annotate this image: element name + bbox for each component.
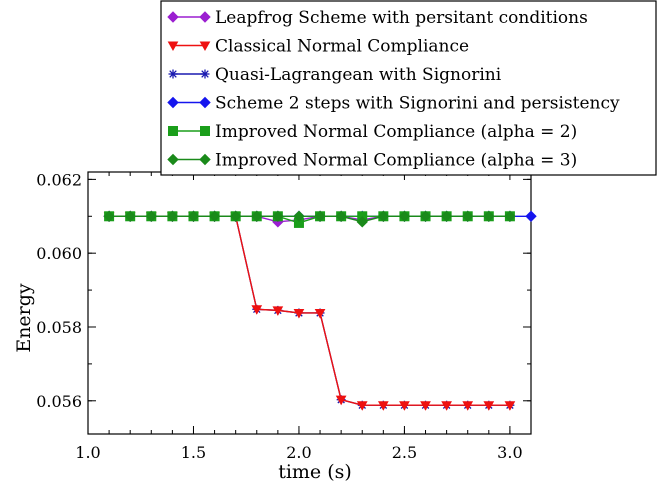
data-point <box>441 401 452 411</box>
data-point <box>293 210 305 222</box>
series-layer <box>103 210 537 411</box>
legend-marker <box>200 126 210 136</box>
data-point <box>335 210 347 222</box>
data-point <box>525 210 537 222</box>
legend-entry: Improved Normal Compliance (alpha = 3) <box>167 151 577 171</box>
legend-marker <box>167 96 179 109</box>
series-6 <box>103 210 516 228</box>
series-3 <box>104 211 515 410</box>
star-stroke <box>201 70 209 78</box>
axes: 1.0 1.5 2.0 2.5 3.0 0.056 0.058 0.060 0.062 <box>36 170 532 462</box>
x-tick-label: 2.0 <box>286 443 311 462</box>
data-point <box>229 210 242 222</box>
legend: Leapfrog Scheme with persitant condition… <box>160 0 657 176</box>
data-point <box>440 210 453 222</box>
x-tick-label: 1.0 <box>75 443 100 462</box>
legend-marker <box>167 41 179 52</box>
y-tick-label: 0.056 <box>36 392 82 411</box>
legend-marker <box>199 11 211 23</box>
data-point <box>462 401 474 411</box>
data-point <box>504 401 516 411</box>
data-point <box>398 210 411 222</box>
legend-label: Classical Normal Compliance <box>215 37 469 57</box>
data-point <box>335 395 347 406</box>
data-point <box>462 210 474 222</box>
data-point <box>314 210 326 222</box>
legend-marker <box>199 41 211 52</box>
data-point <box>103 210 115 222</box>
legend-marker <box>199 153 211 166</box>
x-tick-label: 3.0 <box>497 443 522 462</box>
y-tick-label: 0.058 <box>36 318 82 337</box>
data-point <box>124 210 136 222</box>
data-point <box>251 210 263 222</box>
series-5 <box>104 211 515 228</box>
data-point <box>272 210 284 222</box>
y-tick-label: 0.060 <box>36 244 82 263</box>
legend-label: Scheme 2 steps with Signorini and persis… <box>215 94 620 114</box>
x-tick-label: 1.5 <box>181 443 206 462</box>
legend-entry: Leapfrog Scheme with persitant condition… <box>167 8 588 28</box>
legend-box <box>160 0 657 176</box>
legend-label: Quasi-Lagrangean with Signorini <box>215 65 502 85</box>
data-point <box>483 210 495 222</box>
legend-label: Improved Normal Compliance (alpha = 2) <box>215 122 577 142</box>
data-point <box>314 308 326 319</box>
data-point <box>208 210 221 222</box>
legend-entry: Improved Normal Compliance (alpha = 2) <box>168 122 577 142</box>
data-point <box>293 308 305 319</box>
data-point <box>145 210 157 222</box>
legend-marker <box>200 69 210 79</box>
legend-marker <box>199 96 211 109</box>
x-axis-label: time (s) <box>278 461 352 483</box>
star-stroke <box>169 70 177 78</box>
data-point <box>356 401 368 411</box>
data-point <box>166 210 179 222</box>
legend-label: Improved Normal Compliance (alpha = 3) <box>215 151 577 171</box>
data-point <box>399 401 410 411</box>
series-2 <box>103 212 516 411</box>
data-point <box>187 210 200 222</box>
x-tick-label: 2.5 <box>392 443 417 462</box>
data-point <box>251 305 263 315</box>
y-tick-label: 0.062 <box>36 170 82 189</box>
legend-entry: Scheme 2 steps with Signorini and persis… <box>167 94 620 114</box>
data-point <box>356 216 368 228</box>
data-point <box>377 401 389 411</box>
legend-marker <box>167 11 179 23</box>
legend-marker <box>167 153 179 166</box>
legend-entry: Classical Normal Compliance <box>167 37 469 57</box>
data-point <box>272 306 284 316</box>
legend-marker <box>168 126 178 136</box>
legend-label: Leapfrog Scheme with persitant condition… <box>215 8 588 28</box>
legend-entry: Quasi-Lagrangean with Signorini <box>168 65 502 85</box>
y-axis-label: Energy <box>13 283 35 353</box>
data-point <box>419 210 432 222</box>
series-line <box>109 215 510 406</box>
data-point <box>377 210 390 222</box>
legend-marker <box>168 69 178 79</box>
series-line <box>109 215 510 406</box>
data-point <box>420 401 431 411</box>
data-point <box>483 401 495 411</box>
data-point <box>504 210 516 222</box>
